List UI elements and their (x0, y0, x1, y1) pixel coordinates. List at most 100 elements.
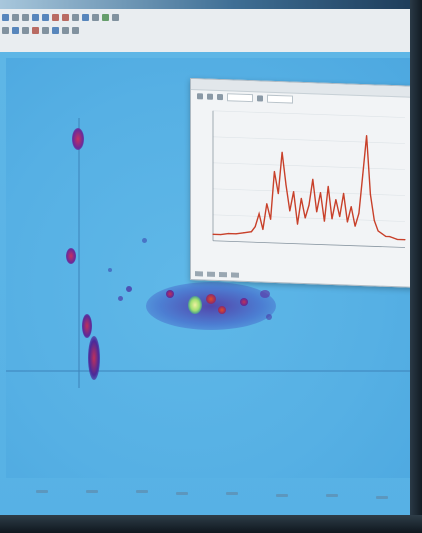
gridline (213, 110, 405, 118)
spectrum-point (258, 213, 260, 215)
spectrum-point (316, 211, 318, 213)
table-icon[interactable] (72, 27, 79, 34)
x-tick-label (376, 496, 388, 499)
arrow-left-icon[interactable] (2, 27, 9, 34)
layers-icon[interactable] (52, 27, 59, 34)
peak-spot (88, 336, 100, 380)
spectrum-point (262, 228, 264, 231)
x-tick-label (326, 494, 338, 497)
monitor-bezel-right (410, 0, 422, 533)
gridline (213, 214, 405, 222)
spectrum-point (289, 210, 291, 212)
spectrum-point (373, 219, 375, 222)
spectrum-point (300, 197, 302, 199)
peak-icon[interactable] (72, 14, 79, 21)
peak-spot (218, 306, 226, 314)
filter-icon[interactable] (62, 27, 69, 34)
list-button[interactable] (219, 271, 227, 278)
spectrum-point (220, 233, 222, 236)
spectrum-window[interactable] (190, 77, 420, 289)
secondary-toolbar (2, 27, 79, 37)
prev-scan-button[interactable] (195, 271, 203, 277)
reset-icon[interactable] (217, 93, 223, 101)
spectrum-chart (212, 110, 406, 248)
grid-icon[interactable] (42, 27, 49, 34)
spectrum-point (377, 230, 379, 232)
spectrum-point (293, 191, 295, 193)
spectrum-point (350, 206, 352, 208)
window-top-edge (0, 0, 422, 9)
marker-icon[interactable] (32, 27, 39, 34)
spectrum-point (354, 225, 356, 227)
open-icon[interactable] (12, 14, 19, 21)
spectrum-point (308, 204, 310, 206)
spectrum-point (273, 170, 276, 173)
spectrum-point (304, 217, 306, 219)
spectrum-point (250, 231, 253, 233)
spectrum-point (396, 238, 398, 241)
select-icon[interactable] (62, 14, 69, 21)
peak-spot (118, 296, 123, 301)
peak-spot (260, 290, 270, 298)
main-toolbar (2, 14, 119, 24)
spectrum-point (389, 235, 391, 238)
spectrum-point (381, 233, 383, 235)
peak-spot (108, 268, 112, 272)
spectrum-point (385, 235, 387, 238)
x-tick-label (176, 492, 188, 495)
x-tick-label (276, 494, 288, 497)
x-axis (213, 240, 405, 248)
refresh-icon[interactable] (22, 27, 29, 34)
peak-spot (66, 248, 76, 264)
pan-icon[interactable] (52, 14, 59, 21)
next-scan-button[interactable] (207, 271, 215, 277)
pan-icon[interactable] (207, 93, 213, 100)
arrow-right-icon[interactable] (12, 27, 19, 34)
spectrum-point (346, 221, 348, 223)
spectrum-window-statusbar (195, 271, 239, 278)
spectrum-axis (212, 110, 405, 248)
spectrum-point (366, 135, 368, 137)
spectrum-point (331, 218, 333, 220)
x-tick-label (86, 490, 98, 493)
settings-icon[interactable] (102, 14, 109, 21)
spectrum-selector[interactable] (227, 93, 253, 103)
spectrum-point (296, 223, 299, 225)
zoom-out-icon[interactable] (42, 14, 49, 21)
zoom-icon[interactable] (197, 93, 203, 100)
scan-field[interactable] (267, 94, 293, 104)
peak-spot (166, 290, 174, 298)
spectrum-point (342, 192, 345, 194)
export-icon[interactable] (257, 95, 263, 102)
peak-spot (240, 298, 248, 306)
gridline (213, 188, 405, 196)
export-icon[interactable] (82, 14, 89, 21)
spectrum-point (235, 233, 237, 235)
peak-spot (82, 314, 92, 338)
peak-spot (126, 286, 132, 292)
spectrum-point (312, 178, 314, 180)
peak-spot (142, 238, 147, 243)
save-icon[interactable] (22, 14, 29, 21)
peak-spot-max (188, 296, 202, 314)
peak-cluster (146, 282, 276, 330)
spectrum-point (319, 191, 322, 194)
gridline (213, 162, 405, 170)
spectrum-point (392, 237, 395, 239)
zoom-in-icon[interactable] (32, 14, 39, 21)
print-icon[interactable] (92, 14, 99, 21)
spectrum-point (404, 239, 406, 241)
monitor-screen (0, 0, 422, 520)
peak-spot (72, 128, 84, 150)
new-icon[interactable] (2, 14, 9, 21)
spectrum-point (369, 193, 372, 195)
x-tick-label (136, 490, 148, 493)
x-axis-line (6, 370, 410, 372)
help-icon[interactable] (112, 14, 119, 21)
monitor-bezel-bottom (0, 515, 422, 533)
spectrum-point (281, 151, 283, 153)
x-tick-label (36, 490, 48, 493)
info-button[interactable] (231, 272, 239, 278)
spectrum-point (243, 232, 245, 234)
spectrum-point (270, 218, 272, 220)
